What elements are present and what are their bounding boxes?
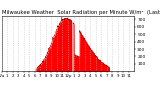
- Text: Milwaukee Weather  Solar Radiation per Minute W/m²  (Last 24 Hours): Milwaukee Weather Solar Radiation per Mi…: [2, 10, 160, 15]
